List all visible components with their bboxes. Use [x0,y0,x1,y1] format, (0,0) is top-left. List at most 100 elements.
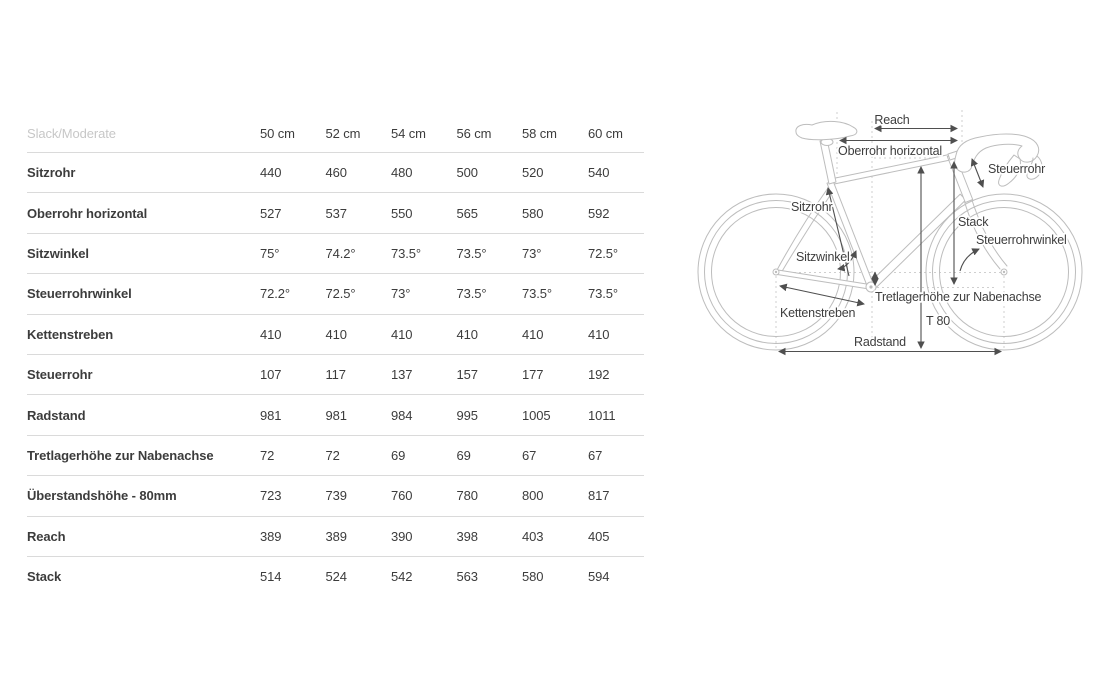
row-value: 537 [325,205,347,221]
dimension-arrows [778,124,1002,356]
dimension-labels: Reach Oberrohr horizontal Steuerrohr Sit… [778,111,1068,351]
row-value: 72 [325,447,340,463]
sitzwinkel-angle-arrow [837,250,857,272]
table-row: Stack 514 524 542 563 580 594 [27,555,644,596]
row-value: 580 [522,569,544,585]
table-variant-label: Slack/Moderate [27,125,116,141]
row-value: 550 [391,205,413,221]
row-value: 67 [522,447,537,463]
row-label: Überstandshöhe - 80mm [27,488,177,504]
row-value: 1005 [522,407,551,423]
column-header: 52 cm [325,125,361,141]
row-value: 984 [391,407,413,423]
kettenstreben-label: Kettenstreben [780,306,855,320]
row-value: 542 [391,569,413,585]
row-value: 107 [260,367,282,383]
row-value: 137 [391,367,413,383]
row-value: 1011 [588,407,616,423]
row-value: 995 [456,407,478,423]
row-value: 74.2° [325,245,356,261]
column-header: 54 cm [391,125,426,141]
front-wheel [925,193,1083,351]
row-value: 480 [391,165,413,181]
table-row: Steuerrohrwinkel 72.2° 72.5° 73° 73.5° 7… [27,273,644,313]
row-value: 75° [260,245,280,261]
row-value: 73.5° [522,286,553,302]
row-value: 524 [325,569,347,585]
column-header: 60 cm [588,125,623,141]
row-value: 527 [260,205,282,221]
row-value: 403 [522,528,544,544]
row-value: 73.5° [588,286,619,302]
row-value: 73.5° [456,286,487,302]
row-value: 410 [391,326,413,342]
row-label: Stack [27,569,62,585]
table-row: Sitzrohr 440 460 480 500 520 540 [27,152,644,192]
row-value: 739 [325,488,347,504]
row-label: Radstand [27,407,86,423]
kettenstreben-arrow [779,283,865,307]
row-value: 69 [456,447,471,463]
row-label: Sitzrohr [27,165,76,181]
row-label: Steuerrohrwinkel [27,286,132,302]
row-label: Steuerrohr [27,367,93,383]
table-row: Reach 389 389 390 398 403 405 [27,515,644,556]
table-row: Radstand 981 981 984 995 1005 1011 [27,394,644,434]
row-value: 565 [456,205,478,221]
column-header: 56 cm [456,125,492,141]
row-value: 73.5° [391,245,422,261]
row-value: 390 [391,528,413,544]
row-value: 72 [260,447,275,463]
column-header: 50 cm [260,125,295,141]
steuerrohrwinkel-label: Steuerrohrwinkel [976,233,1067,247]
row-value: 500 [456,165,478,181]
row-value: 177 [522,367,544,383]
table-row: Kettenstreben 410 410 410 410 410 410 [27,313,644,354]
row-value: 69 [391,447,406,463]
geometry-table-body: Sitzrohr 440 460 480 500 520 540 Oberroh… [27,152,644,596]
oberrohr-label: Oberrohr horizontal [838,144,942,158]
radstand-label: Radstand [854,335,906,349]
row-value: 780 [456,488,478,504]
row-value: 981 [325,407,347,423]
row-label: Reach [27,528,66,544]
row-value: 800 [522,488,544,504]
row-value: 817 [588,488,610,504]
row-value: 73.5° [456,245,487,261]
row-value: 460 [325,165,347,181]
row-value: 563 [456,569,478,585]
seatpost-and-saddle [795,120,858,185]
row-value: 67 [588,447,603,463]
row-value: 73° [522,245,542,261]
column-header: 58 cm [522,125,557,141]
table-row: Steuerrohr 107 117 137 157 177 192 [27,353,644,394]
row-value: 410 [588,326,610,342]
row-value: 410 [325,326,347,342]
table-header-row: Slack/Moderate 50 cm 52 cm 54 cm 56 cm 5… [27,114,644,152]
row-value: 760 [391,488,413,504]
row-value: 981 [260,407,282,423]
row-value: 405 [588,528,610,544]
row-label: Sitzwinkel [27,245,89,261]
row-value: 723 [260,488,282,504]
steuerrohr-label: Steuerrohr [988,162,1045,176]
sitzrohr-label: Sitzrohr [791,200,833,214]
table-row: Sitzwinkel 75° 74.2° 73.5° 73.5° 73° 72.… [27,232,644,273]
row-value: 73° [391,286,411,302]
tretlagerhoehe-label: Tretlagerhöhe zur Nabenachse [875,290,1042,304]
stem-and-handlebar [947,133,1043,187]
row-value: 72.2° [260,286,291,302]
row-label: Oberrohr horizontal [27,205,148,221]
bike-geometry-diagram: Reach Oberrohr horizontal Steuerrohr Sit… [697,110,1083,356]
row-value: 514 [260,569,282,585]
table-row: Überstandshöhe - 80mm 723 739 760 780 80… [27,475,644,515]
row-value: 398 [456,528,478,544]
row-value: 580 [522,205,544,221]
row-value: 72.5° [588,245,619,261]
row-label: Tretlagerhöhe zur Nabenachse [27,447,214,463]
row-value: 440 [260,165,282,181]
row-value: 72.5° [325,286,356,302]
row-value: 410 [522,326,544,342]
table-row: Oberrohr horizontal 527 537 550 565 580 … [27,192,644,232]
row-value: 594 [588,569,610,585]
